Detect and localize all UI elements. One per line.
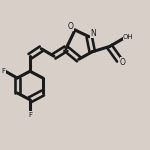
- Text: F: F: [28, 112, 32, 118]
- Text: OH: OH: [123, 34, 134, 40]
- Text: N: N: [90, 28, 96, 38]
- Text: O: O: [120, 58, 126, 67]
- Text: O: O: [68, 22, 74, 31]
- Text: F: F: [2, 68, 6, 74]
